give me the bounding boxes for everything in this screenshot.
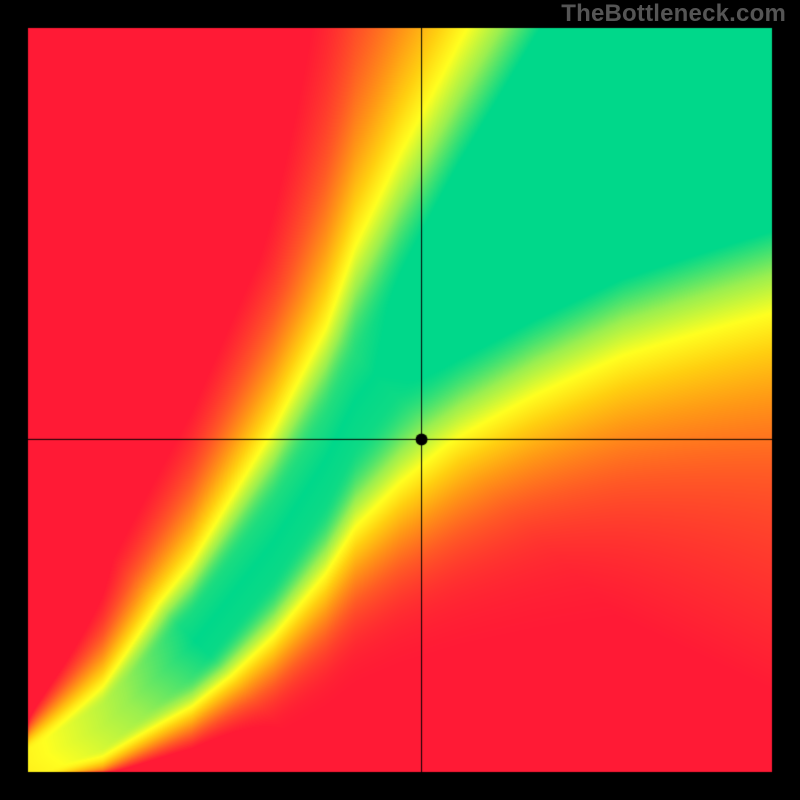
heatmap-canvas — [0, 0, 800, 800]
watermark-text: TheBottleneck.com — [561, 0, 786, 28]
bottleneck-heatmap: TheBottleneck.com — [0, 0, 800, 800]
